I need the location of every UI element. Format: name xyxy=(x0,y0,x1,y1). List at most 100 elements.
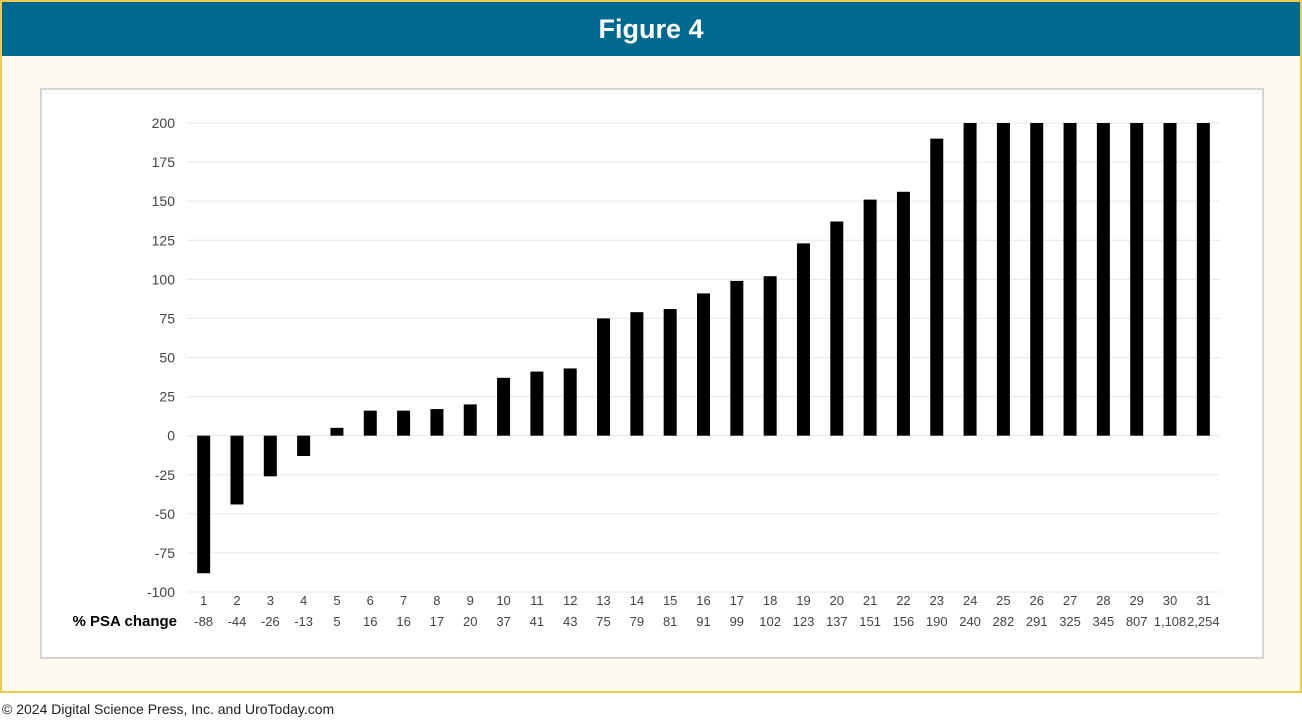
y-tick-label: 125 xyxy=(152,232,176,248)
x-tick-label: 3 xyxy=(267,593,274,608)
row-label: % PSA change xyxy=(73,613,177,630)
data-label: 16 xyxy=(363,614,377,629)
x-tick-label: 28 xyxy=(1096,593,1110,608)
bar xyxy=(1030,123,1044,436)
data-label: 99 xyxy=(730,614,744,629)
figure-frame: Figure 4 200 175 150 125 100 75 50 25 0 -25 -50 -75… xyxy=(0,0,1302,693)
data-label: 37 xyxy=(496,614,510,629)
data-label: 190 xyxy=(926,614,948,629)
x-tick-label: 25 xyxy=(996,593,1010,608)
data-label: -13 xyxy=(294,614,313,629)
data-label: 240 xyxy=(959,614,981,629)
data-label: 291 xyxy=(1026,614,1048,629)
bar xyxy=(630,312,644,436)
data-label: 102 xyxy=(759,614,781,629)
data-label: -26 xyxy=(261,614,280,629)
x-tick-label: 2 xyxy=(233,593,240,608)
bar xyxy=(963,123,977,436)
bar xyxy=(497,377,511,436)
x-tick-label: 5 xyxy=(333,593,340,608)
bar xyxy=(563,368,577,436)
data-label: 79 xyxy=(630,614,644,629)
data-label: 123 xyxy=(793,614,815,629)
copyright-text: © 2024 Digital Science Press, Inc. and U… xyxy=(2,701,335,717)
x-tick-label: 10 xyxy=(496,593,510,608)
bar xyxy=(796,243,810,436)
y-tick-label: 150 xyxy=(152,193,176,209)
bar xyxy=(297,435,311,456)
bar xyxy=(1096,123,1110,436)
data-label: 1,108 xyxy=(1154,614,1187,629)
x-tick-label: 9 xyxy=(467,593,474,608)
data-label: 41 xyxy=(530,614,544,629)
bar xyxy=(430,409,444,436)
x-tick-label: 11 xyxy=(530,593,544,608)
bar xyxy=(763,276,777,436)
bar xyxy=(197,435,211,574)
data-label: 20 xyxy=(463,614,477,629)
data-label: -44 xyxy=(228,614,247,629)
data-label: 325 xyxy=(1059,614,1081,629)
y-tick-label: -25 xyxy=(155,467,175,483)
bar xyxy=(1063,123,1077,436)
x-tick-label: 13 xyxy=(596,593,610,608)
data-label: 17 xyxy=(430,614,444,629)
bar xyxy=(896,191,910,436)
x-tick-label: 16 xyxy=(696,593,710,608)
y-tick-label: 100 xyxy=(152,271,176,287)
data-label: 151 xyxy=(859,614,881,629)
bar xyxy=(697,293,710,436)
x-tick-label: 21 xyxy=(863,593,877,608)
chart-panel: 200 175 150 125 100 75 50 25 0 -25 -50 -75 -100 1 2 3 4 5… xyxy=(40,88,1264,659)
x-tick-label: 6 xyxy=(367,593,374,608)
x-tick-label: 30 xyxy=(1163,593,1177,608)
x-tick-label: 20 xyxy=(830,593,844,608)
data-label: 282 xyxy=(993,614,1015,629)
bar xyxy=(463,404,477,436)
bar xyxy=(1196,123,1210,436)
x-tick-label: 7 xyxy=(400,593,407,608)
x-tick-label: 14 xyxy=(630,593,644,608)
bar xyxy=(863,199,877,436)
y-tick-label: -75 xyxy=(155,545,175,561)
data-label: 75 xyxy=(596,614,610,629)
data-label: 91 xyxy=(696,614,710,629)
data-label: 16 xyxy=(396,614,410,629)
y-tick-label: 25 xyxy=(159,389,175,405)
x-tick-label: 19 xyxy=(796,593,810,608)
bar xyxy=(996,123,1010,436)
bar xyxy=(1130,123,1144,436)
bar xyxy=(230,435,244,505)
x-tick-label: 1 xyxy=(200,593,207,608)
data-label: 156 xyxy=(893,614,915,629)
bar xyxy=(597,318,611,436)
data-label: 807 xyxy=(1126,614,1148,629)
bar xyxy=(397,410,411,436)
figure-title: Figure 4 xyxy=(2,2,1300,56)
data-label: 345 xyxy=(1093,614,1115,629)
data-label: 2,254 xyxy=(1187,614,1220,629)
bar xyxy=(730,280,744,436)
x-tick-label: 29 xyxy=(1129,593,1143,608)
x-tick-label: 4 xyxy=(300,593,307,608)
bar xyxy=(363,410,377,436)
y-tick-label: 75 xyxy=(159,310,175,326)
y-tick-label: -50 xyxy=(155,506,175,522)
y-tick-label: -100 xyxy=(147,584,175,600)
data-label: 43 xyxy=(563,614,577,629)
x-tick-label: 18 xyxy=(763,593,777,608)
data-label: 137 xyxy=(826,614,848,629)
x-tick-label: 22 xyxy=(896,593,910,608)
y-tick-label: 50 xyxy=(159,350,175,366)
data-label: -88 xyxy=(194,614,213,629)
x-tick-label: 31 xyxy=(1196,593,1210,608)
bar xyxy=(330,427,344,436)
y-tick-label: 175 xyxy=(152,154,176,170)
y-tick-label: 0 xyxy=(167,428,175,444)
x-tick-label: 23 xyxy=(930,593,944,608)
bar xyxy=(930,138,944,436)
y-tick-label: 200 xyxy=(152,115,176,131)
bar xyxy=(1163,123,1177,436)
data-label: 5 xyxy=(333,614,340,629)
